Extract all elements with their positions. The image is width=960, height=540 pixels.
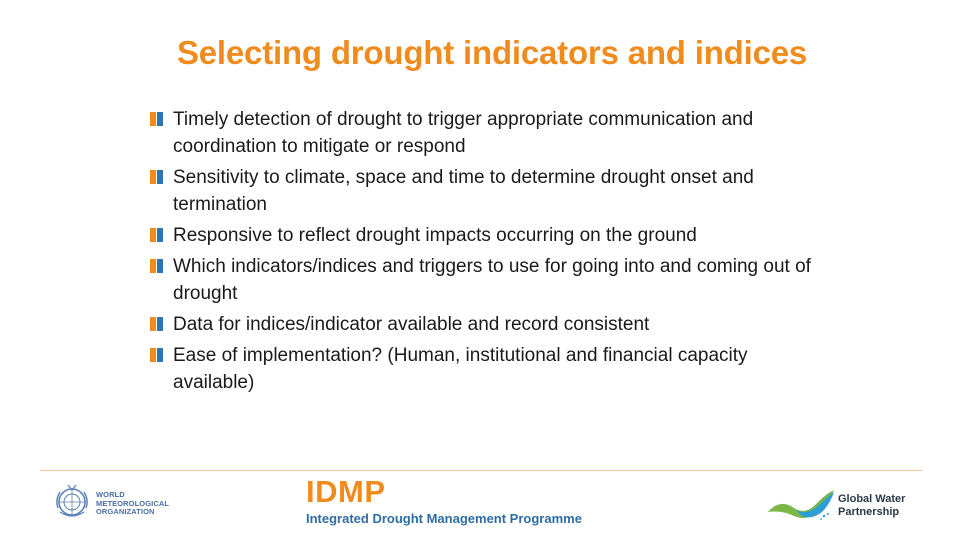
- bullet-text: Sensitivity to climate, space and time t…: [173, 167, 754, 215]
- idmp-programme-name: Integrated Drought Management Programme: [306, 511, 582, 526]
- gwp-wave-icon: [768, 490, 834, 520]
- bullet-item: Which indicators/indices and triggers to…: [148, 253, 828, 307]
- bullet-text: Data for indices/indicator available and…: [173, 314, 650, 335]
- bullet-item: Timely detection of drought to trigger a…: [148, 106, 828, 160]
- wmo-name-line: ORGANIZATION: [96, 507, 155, 516]
- gwp-name: Global Water Partnership: [838, 493, 905, 519]
- square-bullet-icon: [150, 228, 163, 242]
- square-bullet-icon: [150, 170, 163, 184]
- square-bullet-icon: [150, 259, 163, 273]
- square-bullet-icon: [150, 348, 163, 362]
- bullet-text: Ease of implementation? (Human, institut…: [173, 345, 748, 393]
- bullet-item: Ease of implementation? (Human, institut…: [148, 342, 828, 396]
- gwp-name-line: Global Water: [838, 493, 906, 505]
- wmo-logo: WORLD METEOROLOGICAL ORGANIZATION: [52, 482, 182, 524]
- idmp-logo: IDMP Integrated Drought Management Progr…: [306, 476, 646, 528]
- wmo-name-line: WORLD: [96, 490, 125, 499]
- wmo-name: WORLD METEOROLOGICAL ORGANIZATION: [96, 490, 186, 517]
- bullet-list: Timely detection of drought to trigger a…: [148, 106, 828, 400]
- gwp-logo: Global Water Partnership: [766, 486, 916, 526]
- wmo-name-line: METEOROLOGICAL: [96, 498, 170, 508]
- gwp-name-line: Partnership: [838, 506, 900, 518]
- bullet-text: Timely detection of drought to trigger a…: [173, 109, 754, 157]
- slide-title: Selecting drought indicators and indices: [176, 34, 808, 71]
- square-bullet-icon: [150, 317, 163, 331]
- bullet-text: Which indicators/indices and triggers to…: [173, 256, 811, 304]
- bullet-text: Responsive to reflect drought impacts oc…: [173, 225, 697, 246]
- bullet-item: Data for indices/indicator available and…: [148, 311, 828, 338]
- square-bullet-icon: [150, 112, 163, 126]
- footer-divider: [40, 470, 922, 471]
- idmp-wordmark: IDMP: [306, 474, 386, 509]
- bullet-item: Sensitivity to climate, space and time t…: [148, 164, 828, 218]
- wmo-emblem-icon: [56, 484, 88, 517]
- bullet-item: Responsive to reflect drought impacts oc…: [148, 222, 828, 249]
